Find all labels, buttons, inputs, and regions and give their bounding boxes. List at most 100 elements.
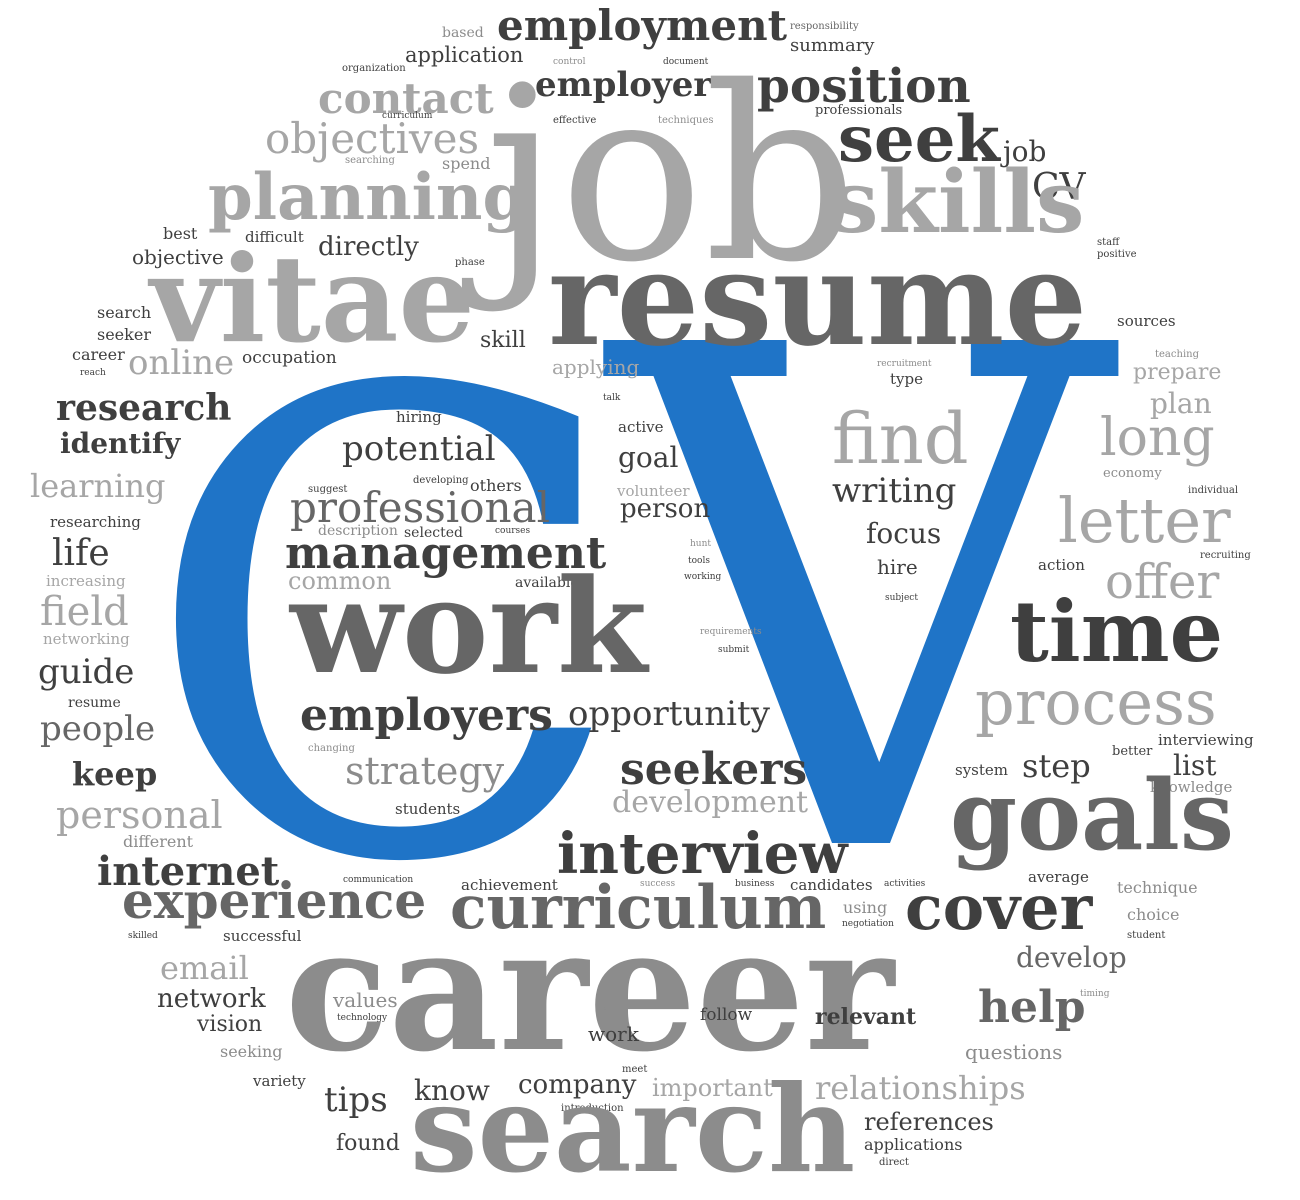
word-technique: technique: [1117, 878, 1198, 897]
word-values: values: [333, 988, 398, 1012]
word-prepare: prepare: [1133, 360, 1222, 385]
word-internet: internet: [97, 848, 280, 895]
word-submit: submit: [718, 645, 750, 655]
word-management: management: [285, 528, 607, 579]
word-job-big: job: [485, 35, 858, 315]
word-skills: skills: [830, 152, 1085, 253]
word-focus: focus: [866, 517, 942, 550]
word-know: know: [414, 1074, 490, 1107]
word-recruiting: recruiting: [1200, 550, 1251, 561]
word-average: average: [1028, 868, 1089, 886]
word-variety: variety: [253, 1072, 306, 1090]
word-employer: employer: [535, 65, 712, 105]
word-developing: developing: [413, 475, 469, 486]
word-business: business: [735, 879, 775, 889]
word-follow: follow: [700, 1005, 753, 1025]
word-step: step: [1022, 747, 1091, 785]
word-learning: learning: [30, 467, 166, 505]
word-company: company: [518, 1070, 637, 1100]
word-summary: summary: [790, 35, 875, 56]
word-field: field: [40, 589, 129, 635]
word-active: active: [618, 418, 664, 436]
word-courses: courses: [495, 526, 531, 536]
word-occupation: occupation: [242, 348, 337, 368]
word-application: application: [405, 43, 524, 67]
word-life: life: [52, 533, 110, 574]
word-important: important: [652, 1074, 773, 1102]
word-interview: interview: [557, 821, 848, 887]
word-document: document: [663, 57, 709, 67]
word-potential: potential: [342, 429, 496, 469]
word-candidates: candidates: [790, 876, 873, 894]
word-employers: employers: [300, 690, 553, 741]
word-others: others: [470, 476, 522, 495]
word-professional: professional: [290, 483, 550, 532]
word-knowledge: knowledge: [1150, 778, 1233, 796]
word-resume: resume: [548, 222, 1088, 375]
word-techniques: techniques: [658, 115, 714, 126]
word-control: control: [553, 57, 586, 67]
word-choice: choice: [1127, 905, 1180, 924]
word-list: list: [1173, 749, 1217, 782]
word-working: working: [684, 572, 722, 582]
word-common: common: [288, 567, 392, 595]
word-relevant: relevant: [815, 1004, 917, 1030]
word-hiring: hiring: [396, 408, 442, 426]
word-description: description: [318, 523, 398, 539]
word-skilled: skilled: [128, 931, 158, 941]
word-volunteer: volunteer: [617, 482, 690, 500]
word-identify: identify: [60, 427, 181, 460]
word-found: found: [336, 1131, 400, 1156]
word-reach: reach: [80, 368, 106, 378]
word-increasing: increasing: [46, 572, 126, 590]
word-student: student: [1127, 930, 1166, 941]
word-develop: develop: [1016, 941, 1127, 974]
word-development: development: [612, 785, 809, 820]
word-objectives: objectives: [265, 114, 480, 163]
word-seek: seek: [838, 102, 1000, 177]
word-search: search: [410, 1059, 856, 1200]
word-responsibility: responsibility: [790, 21, 859, 32]
word-search-small: search: [97, 303, 152, 322]
word-relationships: relationships: [815, 1069, 1026, 1107]
word-timing: timing: [1080, 989, 1110, 999]
word-applications: applications: [864, 1135, 963, 1154]
word-talk: talk: [603, 393, 621, 403]
word-planning: planning: [208, 160, 528, 235]
word-career-small: career: [72, 345, 125, 364]
word-selected: selected: [404, 525, 463, 541]
word-phase: phase: [455, 257, 485, 268]
word-positive: positive: [1097, 249, 1137, 260]
word-time: time: [1010, 582, 1224, 681]
word-introduction: introduction: [561, 1103, 624, 1114]
word-successful: successful: [223, 927, 302, 945]
word-contact: contact: [318, 74, 494, 123]
word-work-big: work: [290, 550, 648, 703]
word-success: success: [640, 879, 676, 889]
word-effective: effective: [553, 115, 597, 126]
word-staff: staff: [1097, 237, 1120, 248]
word-teaching: teaching: [1155, 349, 1199, 360]
word-curriculum-small: curriculum: [382, 111, 433, 121]
word-find: find: [832, 398, 969, 480]
word-guide: guide: [38, 652, 135, 692]
word-suit: suit: [603, 1005, 620, 1015]
word-activities: activities: [884, 879, 926, 889]
word-offer: offer: [1105, 554, 1220, 610]
word-people: people: [40, 709, 156, 749]
word-resume-small: resume: [68, 695, 121, 711]
word-seeker: seeker: [97, 325, 151, 344]
word-person: person: [620, 494, 711, 524]
word-career: career: [285, 890, 895, 1090]
word-network: network: [157, 984, 266, 1014]
word-personal: personal: [56, 793, 223, 837]
word-online: online: [128, 343, 235, 383]
word-researching: researching: [50, 513, 141, 531]
word-letter: letter: [1058, 484, 1231, 557]
word-technology: technology: [337, 1013, 388, 1023]
cv-letter-c: C: [140, 257, 630, 1002]
word-best: best: [163, 224, 198, 243]
word-cover: cover: [905, 871, 1093, 944]
word-action: action: [1038, 556, 1085, 574]
